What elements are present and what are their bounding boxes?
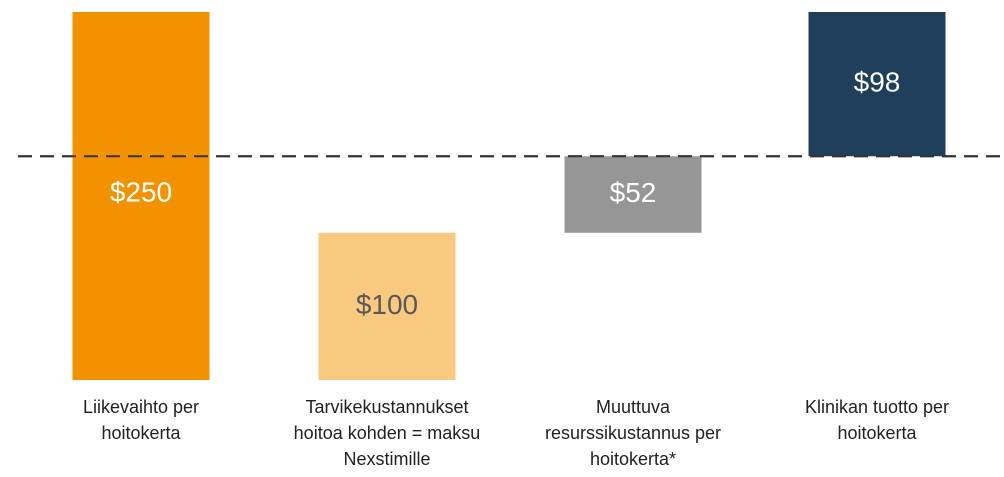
bar	[564, 156, 702, 233]
value-label: $100	[356, 289, 418, 320]
category-label: Klinikan tuotto per hoitokerta	[804, 397, 950, 443]
bar	[808, 12, 946, 157]
bar	[318, 232, 456, 380]
bar	[72, 12, 210, 380]
category-label: Muuttuva resurssikustannus per hoitokert…	[544, 397, 722, 469]
value-label: $250	[110, 177, 172, 208]
category-label: Tarvikekustannukset hoitoa kohden = maks…	[293, 397, 481, 469]
value-label: $52	[610, 177, 657, 208]
category-label: Liikevaihto per hoitokerta	[82, 397, 200, 443]
value-label: $98	[854, 67, 901, 98]
